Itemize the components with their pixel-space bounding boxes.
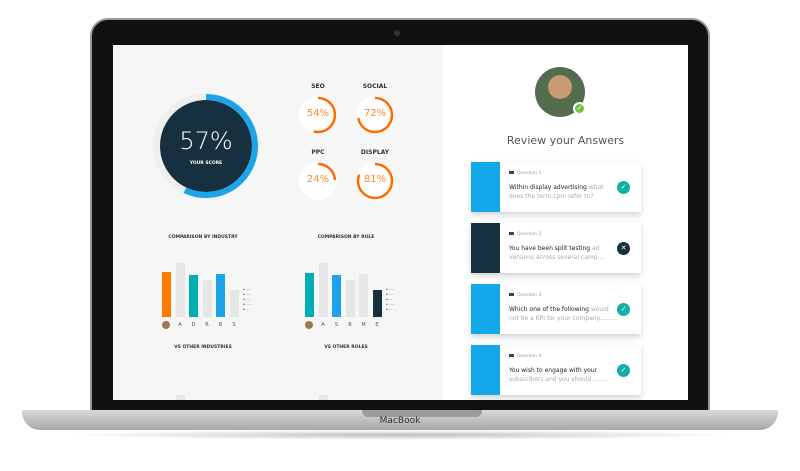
chart-bar [372, 290, 382, 317]
check-icon: ✓ [617, 364, 630, 377]
x-tick-label: A [321, 322, 325, 328]
camera [394, 30, 400, 36]
question-label: Question 3 [509, 293, 541, 298]
device-label: MacBook [379, 416, 421, 426]
question-number: Question 1 [517, 171, 542, 176]
question-text: You have been split testing ad versions … [509, 244, 619, 262]
close-icon: ✕ [617, 242, 630, 255]
x-tick-label: E [375, 322, 379, 328]
question-text: Which one of the following would not be … [509, 305, 619, 323]
category-gauge-ppc: PPC 24% [296, 149, 340, 201]
question-card[interactable]: Question 2 You have been split testing ad… [471, 223, 641, 273]
status-strip [471, 162, 500, 212]
x-tick-label: R [348, 322, 352, 328]
x-tick-label: S [232, 322, 236, 328]
question-rest: ad versions across several camp.... [509, 245, 606, 261]
category-title: SEO [311, 83, 325, 90]
question-label: Question 1 [509, 171, 541, 176]
review-title: Review your Answers [506, 134, 625, 147]
score-gauge: 57% YOUR SCORE [151, 91, 261, 201]
chart-title: VS OTHER ROLES [324, 345, 368, 350]
chart-bar [359, 273, 368, 317]
category-title: PPC [311, 149, 325, 156]
x-tick-label: S [334, 322, 339, 328]
chart-bar [229, 290, 239, 317]
question-number: Question 2 [517, 232, 542, 237]
results-panel: 57% YOUR SCORE SEO 54% SOCIAL 72% PPC 24% DISP… [113, 45, 443, 400]
category-arc [356, 162, 394, 200]
category-arc [356, 96, 394, 134]
question-icon [509, 171, 514, 174]
score-label: YOUR SCORE [189, 161, 223, 166]
category-value: 81% [363, 174, 387, 185]
chart-bar [175, 263, 185, 317]
chart-bar [305, 273, 314, 317]
x-tick-label: M [361, 322, 366, 328]
check-badge-icon: ✓ [573, 102, 586, 115]
question-icon [509, 354, 514, 357]
you-avatar [162, 321, 170, 329]
question-number: Question 4 [517, 354, 542, 359]
question-label: Question 2 [509, 232, 541, 237]
laptop-base [22, 410, 778, 430]
chart-bar [216, 273, 225, 317]
question-bold: Within display advertising [509, 184, 587, 191]
chart-title: COMPARISON BY ROLE [317, 235, 375, 240]
x-tick-label: A [178, 322, 182, 328]
chart-title: VS OTHER INDUSTRIES [174, 345, 232, 350]
check-icon: ✓ [617, 303, 630, 316]
x-tick-label: D [191, 322, 196, 328]
check-icon: ✓ [617, 181, 630, 194]
score-disc [160, 100, 252, 192]
category-arc [299, 162, 337, 200]
category-value: 72% [363, 108, 387, 119]
screen: 57% YOUR SCORE SEO 54% SOCIAL 72% PPC 24% DISP… [113, 45, 688, 400]
chart-bar [175, 394, 185, 400]
chart-bar [318, 263, 328, 317]
score-value: 57% [179, 127, 233, 155]
question-rest: subscribers and you should......... [509, 376, 609, 383]
category-gauge-seo: SEO 54% [296, 83, 340, 135]
laptop-shadow [60, 430, 740, 440]
category-gauge-display: DISPLAY 81% [353, 149, 397, 201]
category-title: DISPLAY [360, 149, 390, 156]
x-tick-label: R [205, 322, 209, 328]
chart-legend: ▪ ──── ▪ ─── ▪ ─── ▪ ──── ▪ ── [243, 288, 252, 311]
question-text: You wish to engage with your subscribers… [509, 366, 619, 384]
question-bold: You wish to engage with your [509, 367, 598, 374]
chart-bar [345, 279, 355, 317]
question-icon [509, 293, 514, 296]
question-rest: what does the term cpm refer to? [509, 184, 604, 200]
question-icon [509, 232, 514, 235]
question-label: Question 4 [509, 354, 541, 359]
question-card[interactable]: Question 1 Within display advertising wha… [471, 162, 641, 212]
score-arc [154, 94, 258, 198]
category-value: 24% [306, 174, 330, 185]
x-tick-label: B [218, 322, 223, 328]
status-strip [471, 223, 500, 273]
question-card[interactable]: Question 4 You wish to engage with your s… [471, 345, 641, 395]
status-strip [471, 345, 500, 395]
chart-bar [318, 394, 328, 400]
category-gauge-social: SOCIAL 72% [353, 83, 397, 135]
question-bold: You have been split testing [509, 245, 591, 252]
question-rest: would not be a KPI for your company.....… [509, 306, 617, 322]
question-text: Within display advertising what does the… [509, 183, 619, 201]
question-card[interactable]: Question 3 Which one of the following wou… [471, 284, 641, 334]
you-avatar [305, 321, 313, 329]
chart-bar [162, 272, 171, 317]
review-panel: ✓ Review your Answers Question 1 Within d… [443, 45, 688, 400]
chart-bar [189, 274, 198, 317]
question-number: Question 3 [517, 293, 542, 298]
chart-legend: ▪ ──── ▪ ─── ▪ ─── ▪ ──── ▪ ── [386, 288, 395, 311]
category-value: 54% [306, 108, 330, 119]
chart-title: COMPARISON BY INDUSTRY [168, 235, 238, 240]
category-title: SOCIAL [362, 83, 388, 90]
question-bold: Which one of the following [509, 306, 589, 313]
category-arc [299, 96, 337, 134]
status-strip [471, 284, 500, 334]
chart-bar [332, 274, 341, 317]
chart-bar [202, 279, 212, 317]
